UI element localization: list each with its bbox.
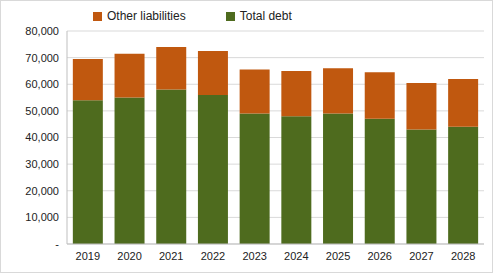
svg-text:2025: 2025: [326, 250, 350, 262]
svg-text:30,000: 30,000: [25, 158, 59, 170]
svg-text:2028: 2028: [451, 250, 475, 262]
svg-text:2022: 2022: [201, 250, 225, 262]
svg-text:60,000: 60,000: [25, 78, 59, 90]
svg-text:2027: 2027: [409, 250, 433, 262]
html-text:Other liabilities: Other liabilities: [107, 9, 186, 23]
svg-text:80,000: 80,000: [25, 25, 59, 37]
svg-text:2021: 2021: [159, 250, 183, 262]
svg-text:-: -: [55, 238, 59, 250]
svg-text:2023: 2023: [242, 250, 266, 262]
svg-text:2019: 2019: [76, 250, 100, 262]
svg-text:70,000: 70,000: [25, 52, 59, 64]
svg-text:20,000: 20,000: [25, 185, 59, 197]
svg-text:2020: 2020: [117, 250, 141, 262]
svg-text:40,000: 40,000: [25, 131, 59, 143]
html-text:Total debt: Total debt: [239, 9, 292, 23]
svg-text:2024: 2024: [284, 250, 308, 262]
svg-text:50,000: 50,000: [25, 105, 59, 117]
svg-text:10,000: 10,000: [25, 211, 59, 223]
svg-text:2026: 2026: [368, 250, 392, 262]
